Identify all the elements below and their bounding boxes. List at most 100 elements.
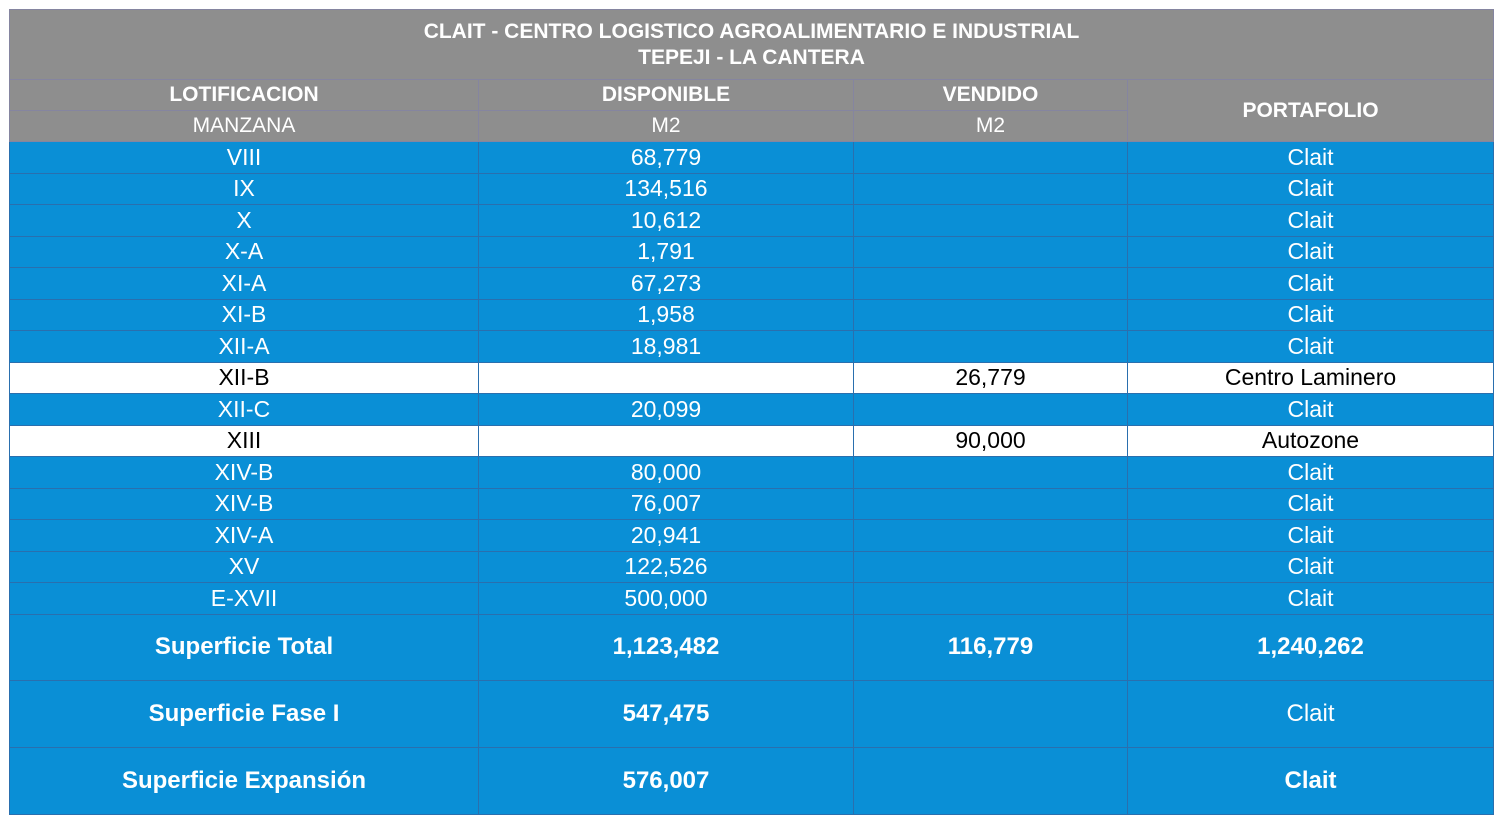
portafolio-cell: Clait [1126, 204, 1495, 237]
manzana-cell: X-A [9, 235, 479, 268]
table-row: XII-C 20,099 Clait [9, 393, 1495, 426]
table-row: IX 134,516 Clait [9, 172, 1495, 205]
vendido-cell [853, 519, 1128, 552]
manzana-cell: X [9, 204, 479, 237]
lot-availability-table: CLAIT - CENTRO LOGISTICO AGROALIMENTARIO… [8, 9, 1495, 815]
portafolio-cell: Clait [1126, 487, 1495, 520]
disponible-cell: 76,007 [478, 487, 854, 520]
title-line-2: TEPEJI - LA CANTERA [638, 45, 865, 69]
table-title-row: CLAIT - CENTRO LOGISTICO AGROALIMENTARIO… [8, 9, 1495, 80]
disponible-cell: 67,273 [478, 267, 854, 300]
vendido-cell [853, 550, 1128, 583]
disponible-cell: 134,516 [478, 172, 854, 205]
manzana-cell: XI-A [9, 267, 479, 300]
disponible-cell: 1,791 [478, 235, 854, 268]
table-row: XI-A 67,273 Clait [9, 267, 1495, 300]
header-disponible-unit: M2 [478, 110, 854, 142]
disponible-cell: 20,099 [478, 393, 854, 426]
manzana-cell: XII-B [9, 361, 479, 394]
vendido-cell [853, 172, 1128, 205]
portafolio-cell: Clait [1126, 330, 1495, 363]
disponible-cell: 500,000 [478, 582, 854, 615]
manzana-cell: XIII [9, 424, 479, 457]
totals-vendido: 116,779 [853, 613, 1128, 682]
vendido-cell: 90,000 [853, 424, 1128, 457]
portafolio-cell: Centro Laminero [1126, 361, 1495, 394]
portafolio-cell: Clait [1126, 582, 1495, 615]
totals-disponible: 547,475 [478, 680, 854, 748]
totals-label: Superficie Fase I [9, 680, 479, 748]
table-row: XIV-B 76,007 Clait [9, 487, 1495, 520]
manzana-cell: XV [9, 550, 479, 583]
manzana-cell: VIII [9, 141, 479, 174]
header-lotificacion: LOTIFICACION [9, 79, 479, 111]
vendido-cell [853, 456, 1128, 489]
vendido-cell [853, 298, 1128, 331]
vendido-cell [853, 235, 1128, 268]
disponible-cell: 20,941 [478, 519, 854, 552]
portafolio-cell: Clait [1126, 235, 1495, 268]
disponible-cell: 1,958 [478, 298, 854, 331]
disponible-cell [478, 424, 854, 457]
manzana-cell: XIV-B [9, 487, 479, 520]
totals-row: Superficie Fase I 547,475 Clait [9, 680, 1495, 748]
vendido-cell [853, 267, 1128, 300]
header-vendido-unit: M2 [853, 110, 1128, 142]
table-row: X-A 1,791 Clait [9, 235, 1495, 268]
table-row: XIV-B 80,000 Clait [9, 456, 1495, 489]
table-row: XII-A 18,981 Clait [9, 330, 1495, 363]
header-manzana: MANZANA [9, 110, 479, 142]
vendido-cell [853, 487, 1128, 520]
disponible-cell: 80,000 [478, 456, 854, 489]
portafolio-cell: Clait [1126, 456, 1495, 489]
totals-row: Superficie Total 1,123,482 116,779 1,240,26… [9, 613, 1495, 682]
manzana-cell: XIV-A [9, 519, 479, 552]
table-row: VIII 68,779 Clait [9, 141, 1495, 174]
disponible-cell: 18,981 [478, 330, 854, 363]
totals-disponible: 1,123,482 [478, 613, 854, 682]
manzana-cell: E-XVII [9, 582, 479, 615]
header-portafolio: PORTAFOLIO [1126, 79, 1495, 142]
vendido-cell [853, 393, 1128, 426]
portafolio-cell: Clait [1126, 393, 1495, 426]
totals-vendido [853, 680, 1128, 748]
portafolio-cell: Clait [1126, 298, 1495, 331]
disponible-cell: 122,526 [478, 550, 854, 583]
vendido-cell [853, 330, 1128, 363]
table-row: E-XVII 500,000 Clait [9, 582, 1495, 615]
vendido-cell [853, 582, 1128, 615]
portafolio-cell: Clait [1126, 550, 1495, 583]
portafolio-cell: Clait [1126, 267, 1495, 300]
totals-label: Superficie Expansión [9, 746, 479, 815]
subheader-row: MANZANA M2 M2 [9, 110, 1494, 142]
manzana-cell: XI-B [9, 298, 479, 331]
totals-row: Superficie Expansión 576,007 Clait [9, 746, 1495, 815]
header-vendido: VENDIDO [853, 79, 1128, 111]
vendido-cell: 26,779 [853, 361, 1128, 394]
table-title: CLAIT - CENTRO LOGISTICO AGROALIMENTARIO… [8, 9, 1495, 80]
totals-portafolio: 1,240,262 [1126, 613, 1495, 682]
vendido-cell [853, 141, 1128, 174]
vendido-cell [853, 204, 1128, 237]
totals-label: Superficie Total [9, 613, 479, 682]
portafolio-cell: Clait [1126, 519, 1495, 552]
table-row: XIII 90,000 Autozone [9, 424, 1495, 457]
title-line-1: CLAIT - CENTRO LOGISTICO AGROALIMENTARIO… [423, 19, 1080, 43]
portafolio-cell: Clait [1126, 141, 1495, 174]
header-disponible: DISPONIBLE [478, 79, 854, 111]
portafolio-cell: Autozone [1126, 424, 1495, 457]
table-row: XI-B 1,958 Clait [9, 298, 1495, 331]
portafolio-cell: Clait [1126, 172, 1495, 205]
totals-vendido [853, 746, 1128, 815]
table-row: XII-B 26,779 Centro Laminero [9, 361, 1495, 394]
table-row: XIV-A 20,941 Clait [9, 519, 1495, 552]
manzana-cell: XII-A [9, 330, 479, 363]
totals-portafolio: Clait [1126, 680, 1495, 748]
totals-disponible: 576,007 [478, 746, 854, 815]
manzana-cell: IX [9, 172, 479, 205]
header-row: LOTIFICACION DISPONIBLE VENDIDO PORTAFOL… [9, 79, 1495, 142]
disponible-cell: 10,612 [478, 204, 854, 237]
manzana-cell: XIV-B [9, 456, 479, 489]
disponible-cell: 68,779 [478, 141, 854, 174]
manzana-cell: XII-C [9, 393, 479, 426]
